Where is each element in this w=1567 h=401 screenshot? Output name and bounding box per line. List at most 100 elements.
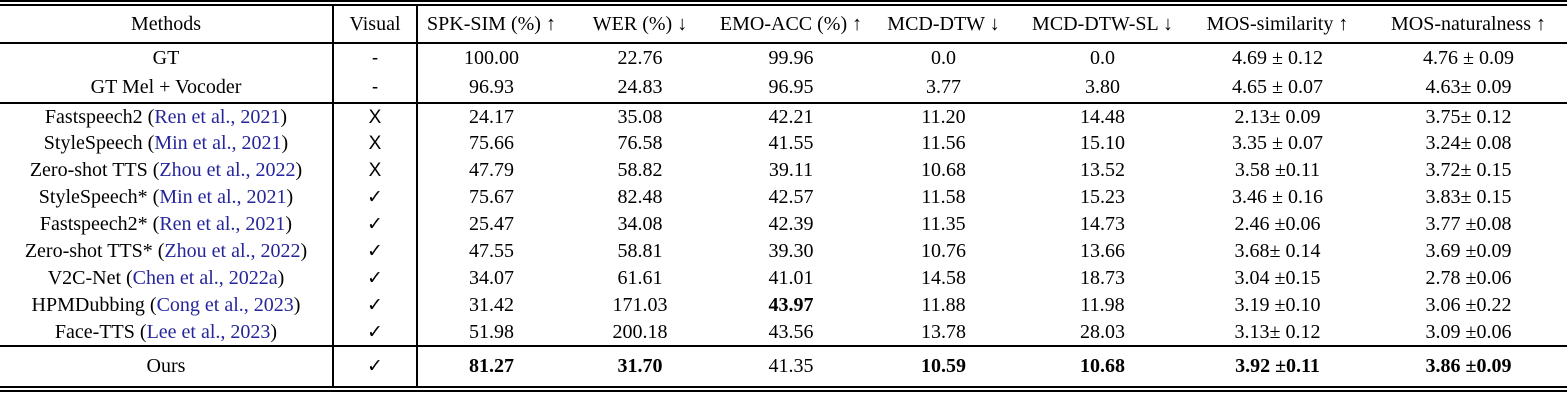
baselines-group: Fastspeech2 (Ren et al., 2021) X 24.17 3… bbox=[0, 103, 1567, 346]
wer-value: 34.08 bbox=[617, 213, 663, 235]
mos-naturalness-value: 3.75± 0.12 bbox=[1425, 105, 1512, 128]
mcd-dtw-value: 11.58 bbox=[921, 186, 966, 208]
method-label: StyleSpeech ( bbox=[43, 132, 155, 154]
emo-acc-value: 39.11 bbox=[768, 159, 814, 181]
mcd-dtw-value: 0.0 bbox=[931, 47, 956, 69]
emo-acc-value: 41.01 bbox=[768, 267, 814, 289]
emo-acc-value: 41.55 bbox=[768, 132, 814, 154]
table-row-stylespeech-star: StyleSpeech* (Min et al., 2021) ✓ 75.67 … bbox=[0, 184, 1567, 211]
citation-link[interactable]: Zhou et al., 2022 bbox=[164, 240, 301, 262]
method-label-close: ) bbox=[270, 320, 278, 343]
wer-value: 82.48 bbox=[617, 186, 663, 208]
mcd-dtw-sl-value: 15.23 bbox=[1080, 186, 1125, 208]
check-icon: ✓ bbox=[367, 241, 383, 262]
method-cell: Fastspeech2* (Ren et al., 2021) bbox=[0, 211, 333, 238]
table-row-zero-shot-tts-star: Zero-shot TTS* (Zhou et al., 2022) ✓ 47.… bbox=[0, 238, 1567, 265]
table-row-v2c-net: V2C-Net (Chen et al., 2022a) ✓ 34.07 61.… bbox=[0, 265, 1567, 292]
visual-cell: X bbox=[332, 103, 418, 130]
visual-cell: ✓ bbox=[332, 265, 418, 292]
visual-cell: X bbox=[332, 130, 418, 157]
header-row: Methods Visual SPK-SIM (%) ↑ WER (%) ↓ E… bbox=[0, 6, 1567, 44]
spk-sim-value: 81.27 bbox=[469, 355, 514, 377]
mcd-dtw-value: 11.35 bbox=[921, 213, 966, 235]
spk-sim-value: 96.93 bbox=[469, 76, 514, 98]
col-header-mcd-dtw: MCD-DTW ↓ bbox=[867, 6, 1020, 44]
check-icon: ✓ bbox=[367, 187, 383, 208]
emo-acc-value: 43.56 bbox=[768, 320, 814, 343]
mcd-dtw-sl-value: 15.10 bbox=[1080, 132, 1125, 154]
method-label-close: ) bbox=[293, 294, 301, 316]
mcd-dtw-value: 11.56 bbox=[921, 132, 966, 154]
mcd-dtw-value: 10.59 bbox=[921, 355, 966, 377]
emo-acc-value: 42.57 bbox=[768, 186, 814, 208]
visual-cell: - bbox=[332, 73, 418, 103]
col-header-emo-acc: EMO-ACC (%) ↑ bbox=[715, 6, 867, 44]
mos-naturalness-value: 3.72± 0.15 bbox=[1425, 159, 1512, 181]
citation-link[interactable]: Min et al., 2021 bbox=[159, 186, 287, 208]
mcd-dtw-sl-value: 10.68 bbox=[1080, 355, 1125, 377]
wer-value: 171.03 bbox=[612, 294, 668, 316]
visual-cell: ✓ bbox=[332, 346, 418, 386]
mos-naturalness-value: 3.86 ±0.09 bbox=[1425, 355, 1512, 377]
citation-link[interactable]: Chen et al., 2022a bbox=[132, 267, 278, 289]
mcd-dtw-value: 11.20 bbox=[921, 105, 966, 128]
mcd-dtw-value: 10.76 bbox=[921, 240, 966, 262]
mos-similarity-value: 3.19 ±0.10 bbox=[1234, 294, 1321, 316]
citation-link[interactable]: Cong et al., 2023 bbox=[156, 294, 294, 316]
citation-link[interactable]: Lee et al., 2023 bbox=[146, 320, 271, 343]
ground-truth-group: GT - 100.00 22.76 99.96 0.0 0.0 4.69 ± 0… bbox=[0, 43, 1567, 103]
method-label-close: ) bbox=[300, 240, 308, 262]
citation-link[interactable]: Min et al., 2021 bbox=[154, 132, 282, 154]
spk-sim-value: 47.79 bbox=[469, 159, 514, 181]
citation-link[interactable]: Ren et al., 2021 bbox=[159, 213, 286, 235]
wer-value: 31.70 bbox=[617, 355, 663, 377]
emo-acc-value: 39.30 bbox=[768, 240, 814, 262]
method-cell: Zero-shot TTS (Zhou et al., 2022) bbox=[0, 157, 333, 184]
wer-value: 58.82 bbox=[617, 159, 663, 181]
cross-icon: X bbox=[368, 133, 382, 154]
visual-cell: X bbox=[332, 157, 418, 184]
mos-naturalness-value: 3.83± 0.15 bbox=[1425, 186, 1512, 208]
method-label-close: ) bbox=[295, 159, 303, 181]
table-row-ours: Ours ✓ 81.27 31.70 41.35 10.59 10.68 3.9… bbox=[0, 346, 1567, 386]
ours-group: Ours ✓ 81.27 31.70 41.35 10.59 10.68 3.9… bbox=[0, 346, 1567, 386]
mos-naturalness-value: 4.63± 0.09 bbox=[1425, 76, 1512, 98]
mos-similarity-value: 3.46 ± 0.16 bbox=[1232, 186, 1323, 208]
method-cell: Face-TTS (Lee et al., 2023) bbox=[0, 319, 333, 346]
mcd-dtw-sl-value: 13.52 bbox=[1080, 159, 1125, 181]
method-label-close: ) bbox=[285, 213, 293, 235]
table-row-fastspeech2: Fastspeech2 (Ren et al., 2021) X 24.17 3… bbox=[0, 103, 1567, 130]
citation-link[interactable]: Zhou et al., 2022 bbox=[159, 159, 296, 181]
mos-similarity-value: 3.04 ±0.15 bbox=[1234, 267, 1321, 289]
visual-cell: ✓ bbox=[332, 184, 418, 211]
spk-sim-value: 75.67 bbox=[469, 186, 514, 208]
table-row-zero-shot-tts: Zero-shot TTS (Zhou et al., 2022) X 47.7… bbox=[0, 157, 1567, 184]
check-icon: ✓ bbox=[367, 268, 383, 289]
spk-sim-value: 25.47 bbox=[469, 213, 514, 235]
spk-sim-value: 31.42 bbox=[469, 294, 514, 316]
mcd-dtw-sl-value: 11.98 bbox=[1080, 294, 1125, 316]
check-icon: ✓ bbox=[367, 356, 383, 377]
col-header-mcd-dtw-sl: MCD-DTW-SL ↓ bbox=[1020, 6, 1185, 44]
mcd-dtw-value: 10.68 bbox=[921, 159, 966, 181]
mos-similarity-value: 3.58 ±0.11 bbox=[1234, 159, 1321, 181]
mcd-dtw-sl-value: 28.03 bbox=[1080, 320, 1125, 343]
method-label: GT Mel + Vocoder bbox=[90, 76, 242, 98]
spk-sim-value: 75.66 bbox=[469, 132, 514, 154]
col-header-mos-naturalness: MOS-naturalness ↑ bbox=[1370, 6, 1567, 44]
wer-value: 22.76 bbox=[617, 47, 663, 69]
method-label: V2C-Net ( bbox=[47, 267, 133, 289]
mcd-dtw-sl-value: 3.80 bbox=[1085, 76, 1120, 98]
method-cell: GT bbox=[0, 43, 333, 73]
mos-similarity-value: 2.13± 0.09 bbox=[1234, 105, 1321, 128]
table-row-stylespeech: StyleSpeech (Min et al., 2021) X 75.66 7… bbox=[0, 130, 1567, 157]
spk-sim-value: 34.07 bbox=[469, 267, 514, 289]
check-icon: ✓ bbox=[367, 214, 383, 235]
wer-value: 35.08 bbox=[617, 105, 663, 128]
check-icon: ✓ bbox=[367, 321, 383, 343]
check-icon: ✓ bbox=[367, 295, 383, 316]
citation-link[interactable]: Ren et al., 2021 bbox=[154, 105, 281, 128]
mos-naturalness-value: 3.09 ±0.06 bbox=[1425, 320, 1512, 343]
method-cell: StyleSpeech (Min et al., 2021) bbox=[0, 130, 333, 157]
mcd-dtw-value: 13.78 bbox=[921, 320, 966, 343]
